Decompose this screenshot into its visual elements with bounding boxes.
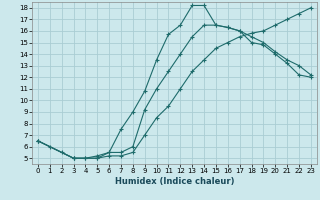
X-axis label: Humidex (Indice chaleur): Humidex (Indice chaleur) <box>115 177 234 186</box>
